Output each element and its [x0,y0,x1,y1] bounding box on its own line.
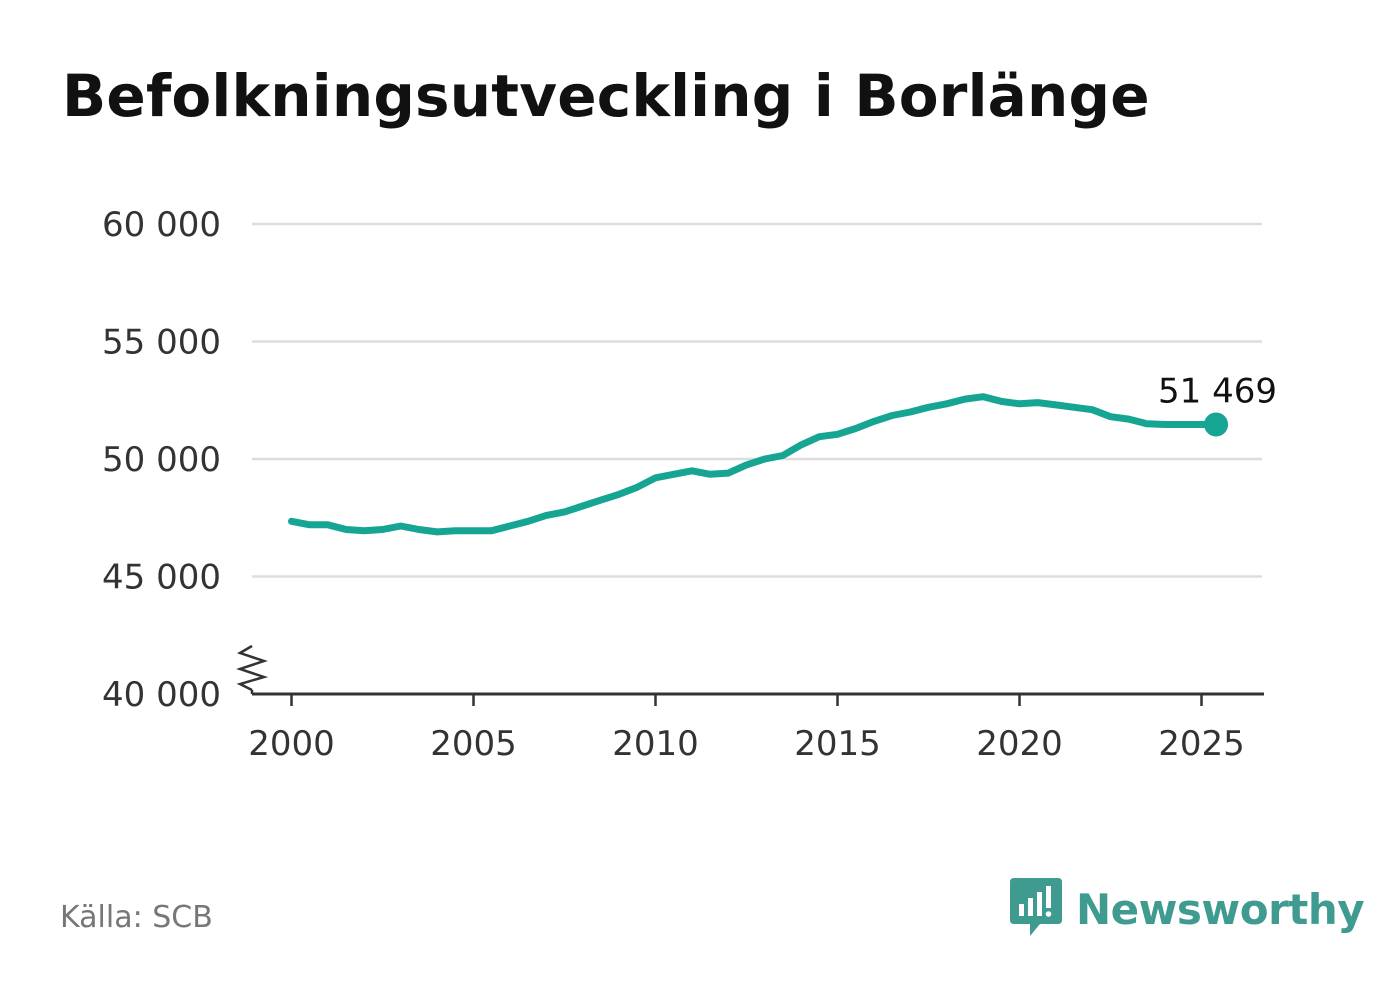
y-axis: 40 000 45 000 50 000 55 000 60 000 [102,205,269,715]
series-layer: 51 469 [288,371,1277,536]
x-tick-label: 2000 [248,724,335,764]
x-tick-label: 2005 [430,724,517,764]
source-credit: Källa: SCB [60,900,213,935]
brand-name: Newsworthy [1076,884,1365,934]
axis-break-icon [236,644,269,692]
y-tick-label: 60 000 [102,205,221,245]
x-tick-label: 2015 [794,724,881,764]
brand-logo[interactable]: Newsworthy [1010,878,1365,940]
series-line [288,393,1220,536]
y-tick-label: 45 000 [102,558,221,598]
newsworthy-logo-icon [1010,878,1062,936]
end-point-marker [1204,412,1229,437]
x-tick-label: 2010 [612,724,699,764]
y-tick-label: 55 000 [102,323,221,363]
end-value-label: 51 469 [1158,371,1277,411]
chart-title: Befolkningsutveckling i Borlänge [62,62,1150,130]
y-tick-label: 40 000 [102,675,221,715]
x-tick-label: 2020 [976,724,1063,764]
x-axis: 2000 2005 2010 2015 2020 2025 [248,692,1264,764]
y-tick-label: 50 000 [102,440,221,480]
x-tick-label: 2025 [1158,724,1245,764]
